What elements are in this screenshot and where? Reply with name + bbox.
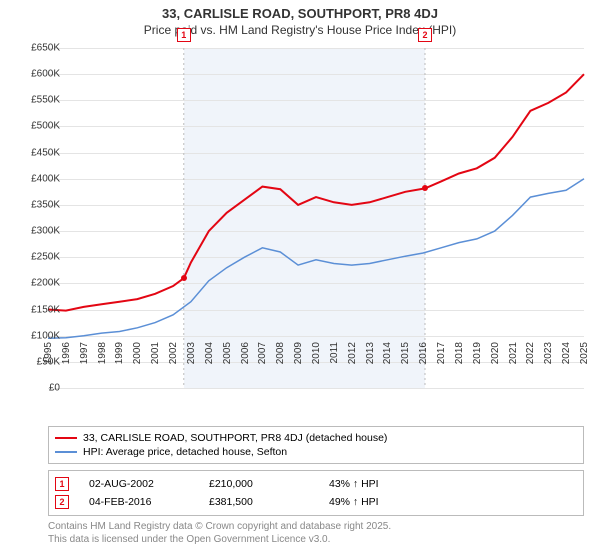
legend-swatch [55,437,77,439]
chart-title-block: 33, CARLISLE ROAD, SOUTHPORT, PR8 4DJ Pr… [0,0,600,39]
event-marker: 2 [55,495,69,509]
y-tick-label: £400K [31,173,60,184]
event-marker: 1 [55,477,69,491]
x-tick-label: 2000 [132,342,143,364]
x-tick-label: 2024 [561,342,572,364]
x-tick-label: 1995 [43,342,54,364]
x-tick-label: 2010 [311,342,322,364]
footer-line-2: This data is licensed under the Open Gov… [48,533,584,546]
grid-line [48,388,584,389]
x-tick-label: 1996 [61,342,72,364]
chart-marker-label: 2 [418,28,432,42]
x-tick-label: 2019 [472,342,483,364]
y-tick-label: £300K [31,226,60,237]
x-tick-label: 2005 [222,342,233,364]
x-tick-label: 2009 [293,342,304,364]
y-tick-label: £200K [31,278,60,289]
x-tick-label: 2021 [508,342,519,364]
x-tick-label: 2014 [382,342,393,364]
y-tick-label: £500K [31,121,60,132]
x-tick-label: 2020 [490,342,501,364]
x-tick-label: 2011 [329,342,340,364]
x-tick-label: 2004 [204,342,215,364]
y-tick-label: £250K [31,252,60,263]
legend-label: HPI: Average price, detached house, Seft… [83,446,287,458]
x-tick-label: 2001 [150,342,161,364]
x-tick-label: 2022 [525,342,536,364]
y-tick-label: £100K [31,330,60,341]
event-row: 2 04-FEB-2016 £381,500 49% ↑ HPI [55,493,577,511]
event-date: 02-AUG-2002 [89,478,189,490]
series-line [48,74,584,310]
x-tick-label: 2017 [436,342,447,364]
x-tick-label: 1997 [79,342,90,364]
legend-row: 33, CARLISLE ROAD, SOUTHPORT, PR8 4DJ (d… [55,431,577,445]
y-tick-label: £600K [31,69,60,80]
y-tick-label: £350K [31,199,60,210]
chart-title: 33, CARLISLE ROAD, SOUTHPORT, PR8 4DJ [0,6,600,21]
x-tick-label: 2006 [240,342,251,364]
chart-subtitle: Price paid vs. HM Land Registry's House … [0,23,600,37]
series-line [48,179,584,338]
y-tick-label: £150K [31,304,60,315]
x-tick-label: 2016 [418,342,429,364]
x-tick-label: 2015 [400,342,411,364]
x-tick-label: 2007 [257,342,268,364]
chart-plot-area: 12 [48,48,584,388]
x-tick-label: 2008 [275,342,286,364]
line-svg [48,48,584,388]
x-tick-label: 2025 [579,342,590,364]
legend-label: 33, CARLISLE ROAD, SOUTHPORT, PR8 4DJ (d… [83,432,387,444]
marker-point [181,275,187,281]
x-tick-label: 2013 [365,342,376,364]
event-row: 1 02-AUG-2002 £210,000 43% ↑ HPI [55,475,577,493]
x-tick-label: 1998 [97,342,108,364]
event-date: 04-FEB-2016 [89,496,189,508]
footer-attribution: Contains HM Land Registry data © Crown c… [48,520,584,546]
footer-line-1: Contains HM Land Registry data © Crown c… [48,520,584,533]
x-tick-label: 2023 [543,342,554,364]
x-tick-label: 2018 [454,342,465,364]
legend: 33, CARLISLE ROAD, SOUTHPORT, PR8 4DJ (d… [48,426,584,464]
legend-swatch [55,451,77,453]
x-tick-label: 2012 [347,342,358,364]
chart-marker-label: 1 [177,28,191,42]
x-tick-label: 2002 [168,342,179,364]
event-change: 49% ↑ HPI [329,496,429,508]
marker-point [422,185,428,191]
y-tick-label: £0 [49,383,60,394]
event-change: 43% ↑ HPI [329,478,429,490]
event-price: £381,500 [209,496,309,508]
y-tick-label: £450K [31,147,60,158]
legend-row: HPI: Average price, detached house, Seft… [55,445,577,459]
event-price: £210,000 [209,478,309,490]
y-tick-label: £650K [31,43,60,54]
x-tick-label: 2003 [186,342,197,364]
events-table: 1 02-AUG-2002 £210,000 43% ↑ HPI 2 04-FEB-201… [48,470,584,516]
y-tick-label: £550K [31,95,60,106]
x-tick-label: 1999 [114,342,125,364]
